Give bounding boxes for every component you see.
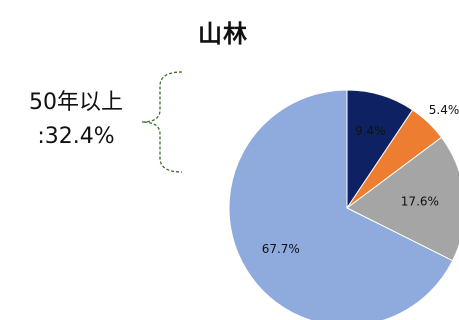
pie-slice-label: 67.7% [262, 242, 300, 256]
pie-slice-label: 17.6% [401, 194, 439, 208]
pie-slice-label: 9.4% [355, 124, 386, 138]
annotation-line-1: 50年以上 [29, 90, 123, 115]
pie-slice [346, 136, 459, 262]
annotation-brace [141, 71, 183, 173]
annotation-line-2: :32.4% [37, 124, 115, 149]
pie-slice [228, 89, 454, 320]
chart-title: 山林 [198, 20, 248, 48]
age-annotation: 50年以上 :32.4% [6, 86, 146, 154]
pie-slice-label: 5.4% [429, 103, 459, 117]
